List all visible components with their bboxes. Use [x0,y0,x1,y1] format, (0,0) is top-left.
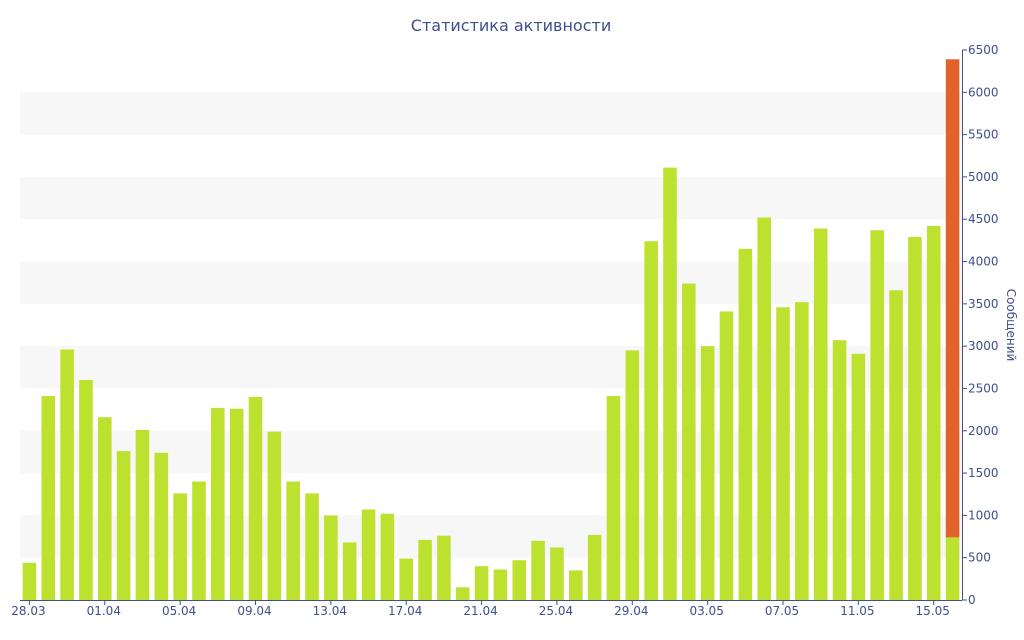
y-tick-label: 4500 [968,212,999,226]
bar[interactable] [757,217,771,601]
bar[interactable] [531,540,545,600]
x-tick-label: 07.05 [765,604,799,618]
bar[interactable] [776,307,790,600]
bar[interactable] [22,562,37,600]
bar[interactable] [625,350,640,600]
bar[interactable] [173,493,187,600]
grid-band [20,176,962,220]
x-tick-label: 21.04 [463,604,497,618]
bar[interactable] [455,587,470,600]
bar[interactable] [644,241,658,600]
bar[interactable] [116,451,131,600]
x-tick-label: 01.04 [87,604,121,618]
x-tick-label: 11.05 [840,604,874,618]
chart-title: Статистика активности [411,16,611,35]
x-tick-label: 15.05 [916,604,950,618]
bar[interactable] [437,535,451,600]
bar[interactable] [399,558,414,600]
bar[interactable] [267,431,282,600]
bar[interactable] [719,311,734,600]
bar[interactable] [380,513,395,600]
bar[interactable] [663,167,677,600]
bar[interactable] [813,228,828,601]
bar[interactable] [606,396,621,600]
bar[interactable] [135,429,150,600]
bar[interactable] [493,569,508,600]
bar[interactable] [945,537,960,600]
bar[interactable] [342,542,357,600]
grid-band [20,261,962,304]
y-tick-label: 5500 [968,128,999,142]
x-tick-label: 28.03 [11,604,45,618]
y-tick-label: 1500 [968,466,999,480]
bar[interactable] [211,407,225,600]
x-tick-label: 09.04 [237,604,271,618]
bar[interactable] [97,417,112,600]
bar[interactable] [192,481,206,600]
bar[interactable] [795,302,809,600]
grid-band [20,92,962,135]
x-tick-label: 05.04 [162,604,196,618]
y-tick-label: 3000 [968,339,999,353]
bar[interactable] [870,230,885,600]
bar[interactable] [154,452,169,600]
x-tick-label: 13.04 [313,604,347,618]
bar[interactable] [832,340,847,600]
bar[interactable] [926,226,941,600]
bar[interactable] [889,290,903,600]
bar[interactable] [324,515,338,600]
y-tick-label: 6500 [968,43,999,57]
bars-layer [22,59,960,601]
bar[interactable] [305,493,319,600]
bar[interactable] [474,566,489,600]
y-tick-label: 0 [968,593,976,607]
y-tick-label: 5000 [968,170,999,184]
y-tick-label: 2000 [968,424,999,438]
y-tick-label: 500 [968,551,991,565]
y-tick-label: 2500 [968,381,999,395]
bar[interactable] [587,534,602,600]
bar[interactable] [361,509,376,600]
y-axis-label: Сообщений [1004,289,1018,362]
bar[interactable] [418,539,432,600]
bar[interactable] [286,481,300,600]
x-tick-label: 17.04 [388,604,422,618]
bar[interactable] [550,547,564,600]
x-tick-label: 29.04 [614,604,648,618]
bar[interactable] [60,349,74,600]
bar[interactable] [512,560,527,600]
y-tick-label: 3500 [968,297,999,311]
bar[interactable] [79,380,93,600]
bar[interactable] [700,346,715,600]
bar[interactable] [568,570,583,600]
axes-layer: 0 500 1000 1500 2000 2500 3000 3500 4000 4500 5000… [11,43,998,618]
bar[interactable] [851,353,866,600]
y-tick-label: 4000 [968,255,999,269]
bar[interactable] [682,283,696,600]
x-tick-label: 25.04 [539,604,573,618]
bar[interactable] [908,237,922,600]
bar[interactable] [41,396,56,600]
y-tick-label: 6000 [968,85,999,99]
x-tick-label: 03.05 [689,604,723,618]
y-tick-label: 1000 [968,508,999,522]
bar[interactable] [738,248,753,600]
bar-highlight[interactable] [945,59,960,538]
bar[interactable] [229,408,244,600]
bar[interactable] [248,396,263,600]
